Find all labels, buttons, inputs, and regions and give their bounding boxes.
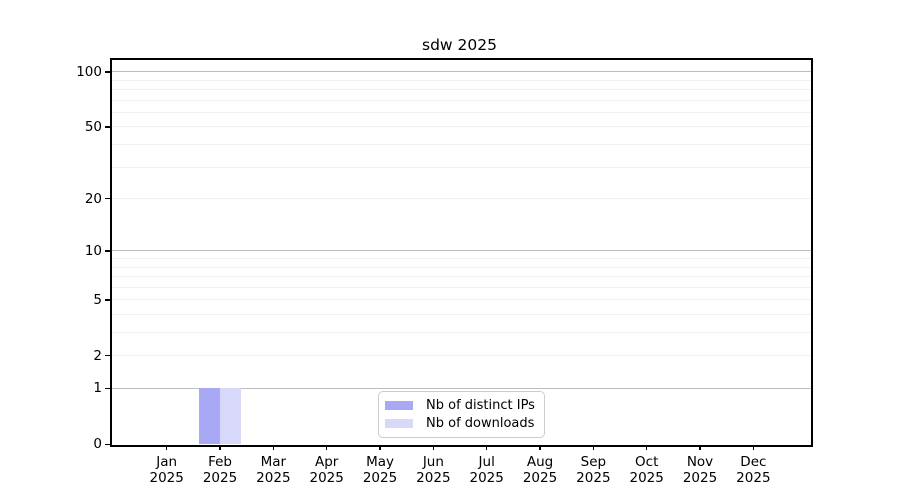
gridline-minor — [112, 112, 811, 113]
y-tick — [105, 298, 111, 301]
gridline-minor — [112, 266, 811, 268]
x-tick-label: Jul 2025 — [469, 454, 504, 486]
x-tick-label: Jan 2025 — [149, 454, 184, 486]
legend-item-distinct-ips: Nb of distinct IPs — [385, 397, 538, 413]
x-tick-label: May 2025 — [362, 454, 398, 486]
y-tick — [105, 387, 111, 390]
legend-swatch-downloads — [385, 418, 413, 429]
gridline-minor — [112, 198, 811, 200]
x-tick — [379, 444, 381, 450]
y-tick-label: 5 — [93, 291, 102, 308]
x-tick — [485, 444, 488, 450]
x-tick — [165, 444, 168, 450]
x-tick — [539, 444, 541, 450]
x-tick — [325, 444, 328, 450]
gridline-minor — [112, 331, 811, 333]
y-tick — [105, 126, 111, 128]
x-tick — [592, 444, 595, 450]
legend-item-downloads: Nb of downloads — [385, 415, 538, 431]
x-tick-label: Dec 2025 — [736, 454, 771, 486]
gridline-minor — [112, 79, 811, 81]
y-tick-label: 10 — [84, 242, 102, 259]
legend-label-distinct-ips: Nb of distinct IPs — [426, 397, 535, 413]
y-tick-label: 50 — [84, 118, 102, 135]
x-tick-label: Apr 2025 — [309, 454, 344, 486]
x-tick — [645, 444, 648, 450]
legend-label-downloads: Nb of downloads — [426, 415, 535, 431]
x-tick — [752, 444, 755, 450]
gridline-minor — [112, 276, 811, 278]
gridline-minor — [112, 166, 811, 168]
y-tick — [105, 71, 111, 73]
gridline-major — [112, 387, 811, 389]
gridline-major — [112, 71, 811, 73]
x-tick — [219, 444, 221, 450]
legend: Nb of distinct IPs Nb of downloads — [378, 391, 545, 438]
gridline-minor — [112, 286, 811, 288]
x-tick-label: Jun 2025 — [416, 454, 451, 486]
y-tick-label: 100 — [76, 63, 102, 80]
x-tick-label: Feb 2025 — [202, 454, 238, 486]
gridline-minor — [112, 355, 811, 357]
gridline-major — [112, 250, 811, 252]
x-tick-label: Aug 2025 — [522, 454, 558, 486]
gridline-minor — [112, 313, 811, 315]
x-tick — [272, 444, 275, 450]
y-tick-label: 2 — [93, 347, 102, 364]
x-tick-label: Oct 2025 — [629, 454, 664, 486]
y-tick — [105, 443, 111, 446]
y-tick — [105, 354, 111, 357]
bar-distinct-ips — [198, 388, 221, 445]
y-tick — [105, 250, 111, 252]
y-tick-label: 1 — [93, 380, 102, 397]
plot-area — [110, 58, 813, 447]
x-tick-label: Mar 2025 — [256, 454, 291, 486]
gridline-minor — [112, 126, 811, 128]
x-tick-label: Nov 2025 — [682, 454, 718, 486]
gridline-minor — [112, 299, 811, 301]
y-tick — [105, 197, 111, 200]
chart-title: sdw 2025 — [422, 36, 497, 54]
y-tick-label: 0 — [93, 436, 102, 453]
x-tick — [699, 444, 701, 450]
gridline-minor — [112, 144, 811, 146]
legend-swatch-distinct-ips — [385, 400, 413, 411]
gridline-minor — [112, 258, 811, 259]
y-tick-label: 20 — [84, 190, 102, 207]
x-tick — [432, 444, 435, 450]
gridline-minor — [112, 89, 811, 91]
bar-downloads — [220, 388, 242, 445]
gridline-minor — [112, 99, 811, 101]
x-tick-label: Sep 2025 — [576, 454, 611, 486]
